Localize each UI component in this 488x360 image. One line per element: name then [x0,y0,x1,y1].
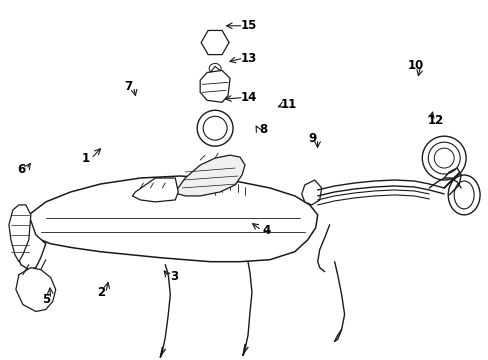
Polygon shape [16,215,46,270]
Text: 7: 7 [124,80,132,93]
Text: 15: 15 [240,19,256,32]
Polygon shape [175,155,244,196]
Text: 2: 2 [97,287,104,300]
Polygon shape [16,268,56,311]
Text: 3: 3 [169,270,178,283]
Text: 12: 12 [427,114,443,127]
Text: 10: 10 [407,59,423,72]
Text: 1: 1 [82,152,90,165]
Polygon shape [132,178,178,202]
Polygon shape [301,180,321,205]
Text: 8: 8 [258,123,266,136]
Text: 6: 6 [17,163,25,176]
Polygon shape [201,31,228,55]
Text: 13: 13 [240,51,256,64]
Polygon shape [200,71,229,102]
Polygon shape [9,205,31,262]
Text: 5: 5 [41,293,50,306]
Text: 11: 11 [280,98,296,111]
Text: 9: 9 [308,132,316,145]
Text: 14: 14 [240,91,256,104]
Text: 4: 4 [262,224,270,237]
Polygon shape [23,176,317,262]
